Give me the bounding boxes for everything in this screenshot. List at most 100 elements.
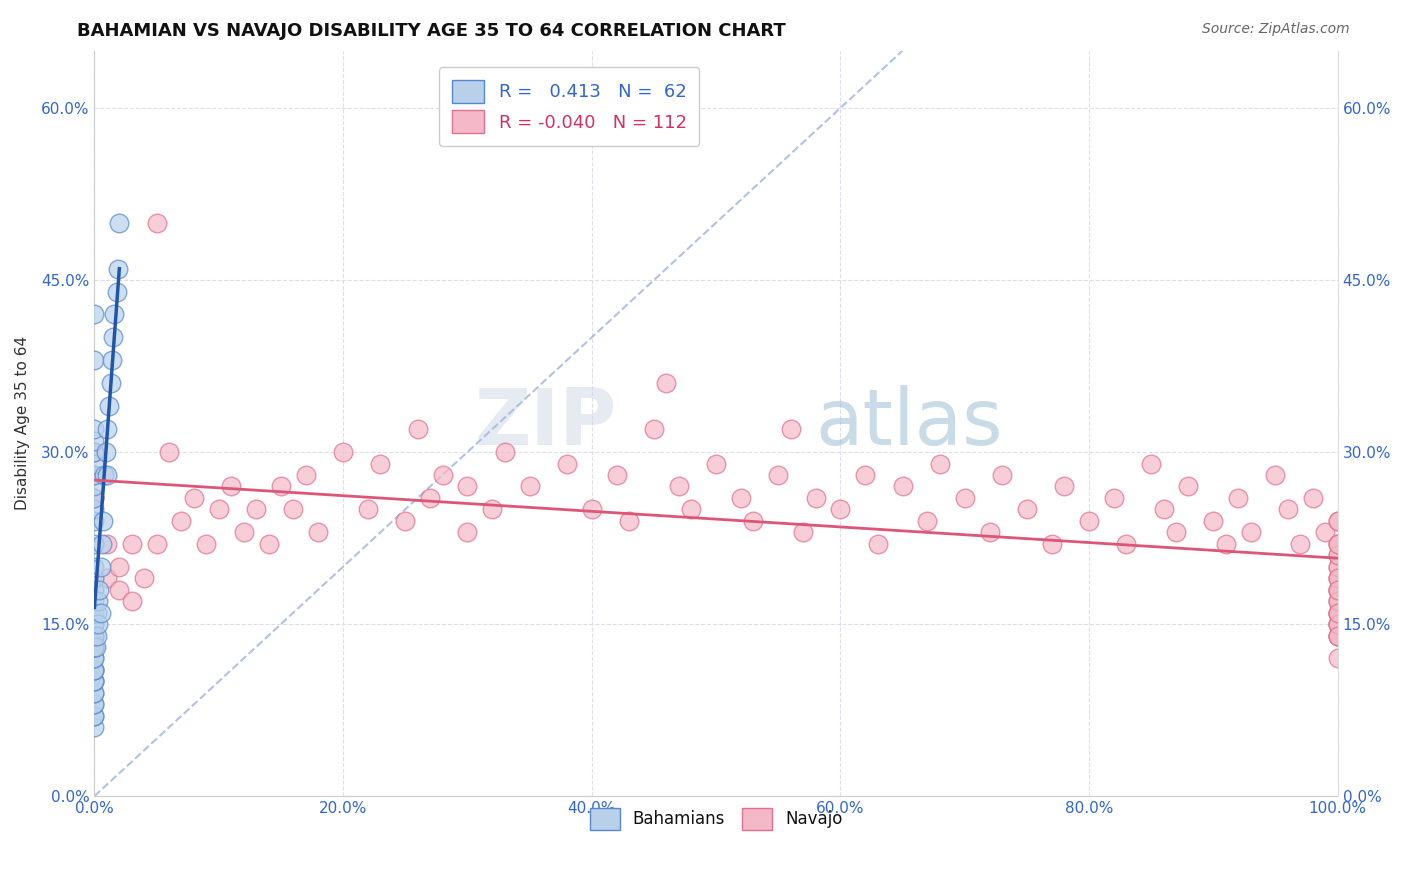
Point [1115, 537, 1137, 551]
Point [83, 606, 105, 620]
Point [1140, 457, 1163, 471]
Point [643, 422, 665, 436]
Point [1015, 502, 1038, 516]
Point [83, 537, 105, 551]
Point [456, 479, 478, 493]
Point [1164, 525, 1187, 540]
Point [257, 537, 280, 551]
Point [1326, 537, 1348, 551]
Point [953, 491, 976, 505]
Point [853, 467, 876, 482]
Point [1326, 617, 1348, 632]
Point [83, 708, 105, 723]
Point [83, 640, 105, 654]
Point [219, 479, 242, 493]
Point [96, 467, 118, 482]
Point [96, 571, 118, 585]
Point [83, 628, 105, 642]
Point [83, 663, 105, 677]
Point [232, 525, 254, 540]
Point [103, 308, 125, 322]
Point [481, 502, 503, 516]
Point [1078, 514, 1101, 528]
Point [83, 445, 105, 459]
Point [83, 445, 105, 459]
Point [704, 457, 727, 471]
Point [779, 422, 801, 436]
Point [1326, 606, 1348, 620]
Point [866, 537, 889, 551]
Point [1227, 491, 1250, 505]
Point [83, 502, 105, 516]
Point [83, 308, 105, 322]
Point [83, 640, 105, 654]
Point [108, 216, 131, 230]
Point [394, 514, 416, 528]
Point [83, 617, 105, 632]
Point [1326, 548, 1348, 562]
Point [83, 686, 105, 700]
Point [295, 467, 318, 482]
Point [1326, 514, 1348, 528]
Point [419, 491, 441, 505]
Point [86, 628, 108, 642]
Point [617, 514, 640, 528]
Point [105, 285, 128, 299]
Point [83, 720, 105, 734]
Point [1326, 606, 1348, 620]
Point [766, 467, 789, 482]
Point [107, 261, 129, 276]
Point [245, 502, 267, 516]
Point [1326, 617, 1348, 632]
Point [1040, 537, 1063, 551]
Point [94, 445, 117, 459]
Point [1326, 617, 1348, 632]
Point [1102, 491, 1125, 505]
Point [1326, 606, 1348, 620]
Point [1264, 467, 1286, 482]
Point [83, 514, 105, 528]
Point [83, 571, 105, 585]
Point [1326, 514, 1348, 528]
Point [979, 525, 1001, 540]
Point [208, 502, 231, 516]
Point [1153, 502, 1175, 516]
Point [1326, 548, 1348, 562]
Point [332, 445, 354, 459]
Point [157, 445, 180, 459]
Point [991, 467, 1014, 482]
Point [1053, 479, 1076, 493]
Point [87, 594, 110, 608]
Point [83, 651, 105, 665]
Point [283, 502, 305, 516]
Point [83, 708, 105, 723]
Point [1326, 594, 1348, 608]
Point [742, 514, 765, 528]
Point [1302, 491, 1324, 505]
Point [96, 537, 118, 551]
Point [83, 434, 105, 448]
Point [195, 537, 218, 551]
Point [86, 606, 108, 620]
Point [83, 467, 105, 482]
Point [1326, 628, 1348, 642]
Y-axis label: Disability Age 35 to 64: Disability Age 35 to 64 [15, 336, 30, 510]
Point [357, 502, 380, 516]
Point [83, 640, 105, 654]
Point [519, 479, 541, 493]
Legend: Bahamians, Navajo: Bahamians, Navajo [583, 801, 849, 836]
Point [90, 606, 112, 620]
Point [83, 628, 105, 642]
Point [1326, 606, 1348, 620]
Point [1326, 559, 1348, 574]
Point [83, 457, 105, 471]
Point [83, 467, 105, 482]
Point [83, 698, 105, 712]
Point [270, 479, 292, 493]
Point [655, 376, 678, 391]
Point [91, 514, 114, 528]
Point [1326, 617, 1348, 632]
Point [83, 582, 105, 597]
Point [183, 491, 205, 505]
Point [170, 514, 193, 528]
